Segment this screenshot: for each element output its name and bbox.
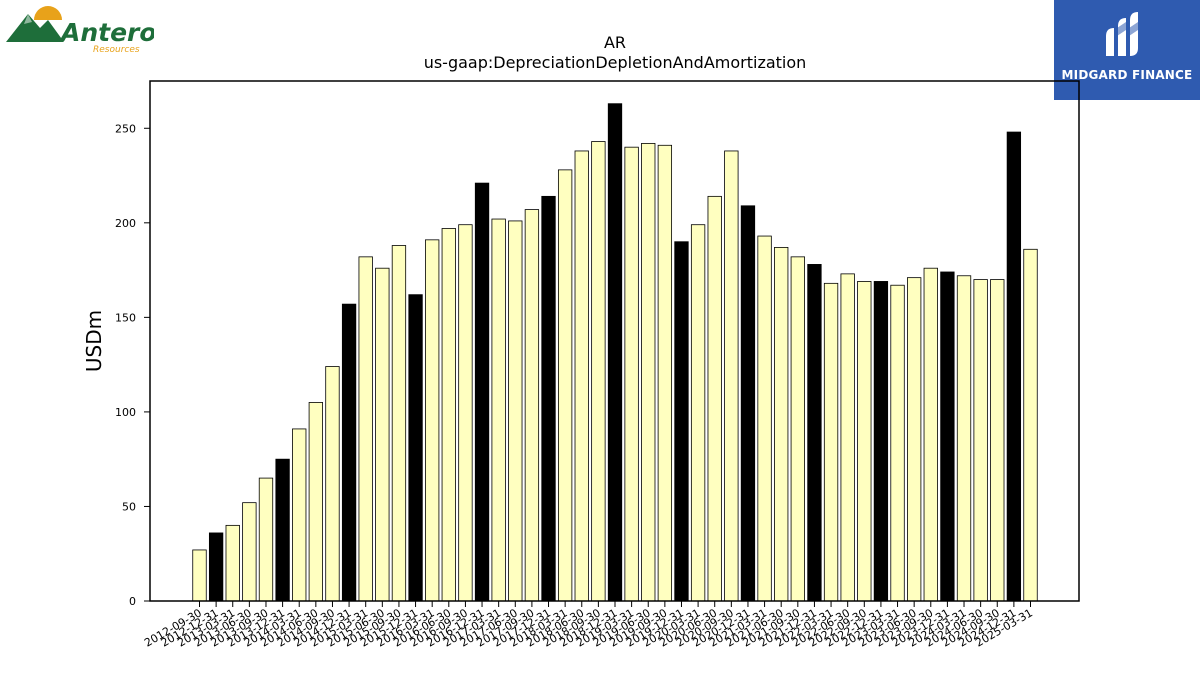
bar-2024-12-31 [1006,131,1022,602]
bar-2018-12-31 [607,103,623,602]
antero-logo-subtitle: Resources [93,45,140,55]
y-tick-label: 150 [115,311,136,324]
bar-2014-03-31 [292,428,307,602]
antero-logo-name: Antero [59,18,154,47]
antero-logo: Antero Resources [4,2,157,58]
bar-2015-09-30 [391,245,407,602]
y-axis-label: USDm [82,310,106,372]
bar-2013-09-30 [258,477,274,602]
bar-2018-09-30 [591,141,606,602]
midgard-finance-name: MIDGARD FINANCE [1061,68,1193,82]
bar-2019-09-30 [657,144,673,602]
chart-title: AR [604,33,626,52]
bar-2020-12-31 [740,205,756,602]
y-tick-label: 100 [115,406,136,419]
bar-2013-12-31 [275,458,290,602]
bar-2024-06-30 [973,279,988,602]
y-tick-label: 250 [115,122,136,135]
bar-2014-12-31 [341,303,357,602]
bar-2025-03-31 [1023,248,1038,602]
bar-2018-03-31 [557,169,573,602]
bar-2016-03-31 [425,239,440,602]
chart-subtitle: us-gaap:DepreciationDepletionAndAmortiza… [424,53,807,72]
bar-2020-09-30 [724,150,739,602]
y-axis-ticks: 0 50 100 150 200 250 [115,122,150,608]
bar-2016-09-30 [458,224,473,602]
bar-2022-12-31 [873,281,889,602]
bar-2021-09-30 [790,256,805,602]
x-axis-ticks: 2012-09-302012-12-312013-03-312013-06-30… [142,601,1035,650]
bar-2019-06-30 [641,142,656,602]
bar-2015-06-30 [375,267,390,602]
bar-2016-06-30 [441,228,456,602]
bar-2022-06-30 [840,273,855,602]
bar-2013-06-30 [242,502,257,602]
bar-2017-09-30 [524,209,540,602]
bar-2024-09-30 [990,279,1005,602]
bar-2023-12-31 [940,271,955,602]
bar-2021-03-31 [757,235,772,602]
bar-2017-12-31 [541,195,556,602]
bar-2020-06-30 [707,195,722,602]
bar-2015-12-31 [408,294,423,602]
y-tick-label: 50 [122,500,136,513]
bar-2020-03-31 [690,224,706,602]
bar-2023-06-30 [907,277,922,602]
bar-2019-12-31 [674,241,689,602]
bar-2021-06-30 [774,246,789,602]
bar-2022-09-30 [857,281,872,602]
midgard-m-icon [1106,12,1138,56]
bar-2014-09-30 [325,366,340,602]
bar-2017-03-31 [491,218,506,602]
bars [192,103,1038,602]
bar-2013-03-31 [225,524,240,602]
bar-2019-03-31 [624,146,639,602]
bar-2015-03-31 [358,256,373,602]
bar-2021-12-31 [807,264,822,602]
bar-2012-09-30 [192,549,207,602]
bar-2022-03-31 [823,282,839,602]
bar-2024-03-31 [956,275,972,602]
bar-2014-06-30 [308,402,323,602]
bar-2016-12-31 [474,182,490,602]
bar-2023-03-31 [890,284,905,602]
midgard-finance-logo: MIDGARD FINANCE [1054,0,1200,100]
bar-2012-12-31 [208,532,224,602]
y-tick-label: 200 [115,217,136,230]
antero-mountain-icon: Antero Resources [6,6,157,55]
bar-2023-09-30 [923,267,938,602]
bar-2017-06-30 [508,220,523,602]
plot-area-frame [149,80,1080,602]
y-tick-label: 0 [129,595,136,608]
bar-2018-06-30 [574,150,589,602]
